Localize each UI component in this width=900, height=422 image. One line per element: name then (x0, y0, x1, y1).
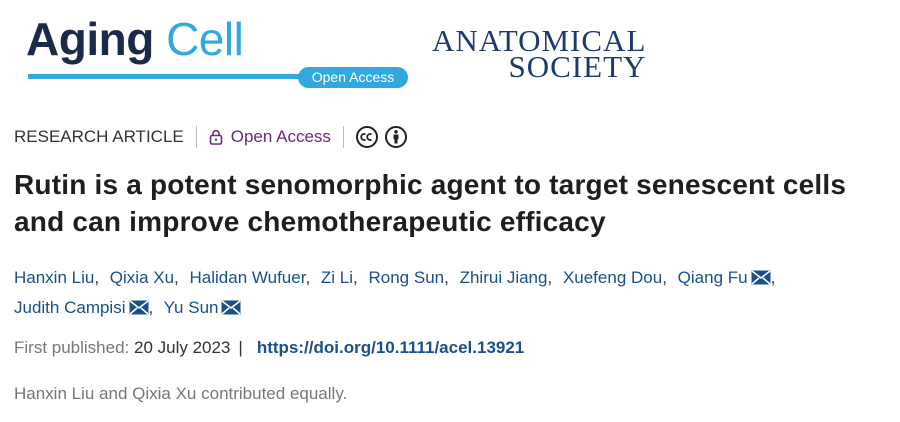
author-name[interactable]: Yu Sun (163, 298, 219, 317)
author-list: Hanxin Liu, Qixia Xu, Halidan Wufuer, Zi… (14, 264, 854, 324)
author-name[interactable]: Qixia Xu (109, 268, 175, 287)
separator: , (94, 268, 100, 287)
author: Judith Campisi, (14, 298, 159, 317)
email-icon[interactable] (221, 300, 242, 319)
author: Rong Sun, (369, 268, 455, 287)
author-name[interactable]: Zi Li (320, 268, 354, 287)
logo-word: Aging (26, 13, 154, 65)
access-label[interactable]: Open Access (230, 127, 331, 146)
separator: , (770, 268, 776, 287)
doi-link[interactable]: https://doi.org/10.1111/acel.13921 (256, 338, 525, 357)
author-name[interactable]: Hanxin Liu (14, 268, 95, 287)
author-name[interactable]: Halidan Wufuer (189, 268, 306, 287)
author: Qixia Xu, (110, 268, 185, 287)
separator: , (353, 268, 358, 287)
license-icons[interactable] (355, 125, 408, 149)
published-label: First published: (14, 338, 130, 357)
author: Xuefeng Dou, (563, 268, 673, 287)
title-line: and can improve chemotherapeutic efficac… (14, 206, 606, 237)
email-icon[interactable] (751, 270, 771, 289)
society-line: SOCIETY (508, 49, 647, 84)
author-name[interactable]: Xuefeng Dou (562, 268, 663, 287)
author: Zhirui Jiang, (460, 268, 559, 287)
society-logo[interactable]: ANATOMICAL SOCIETY (432, 23, 647, 84)
author: Yu Sun (164, 298, 242, 317)
email-icon[interactable] (128, 300, 149, 319)
separator: , (662, 268, 667, 287)
author-name[interactable]: Qiang Fu (677, 268, 748, 287)
contribution-note: Hanxin Liu and Qixia Xu contributed equa… (14, 384, 348, 403)
author-name[interactable]: Zhirui Jiang (459, 268, 548, 287)
author: Zi Li, (321, 268, 364, 287)
author: Qiang Fu, (678, 268, 782, 287)
journal-logo[interactable]: Aging Cell (26, 13, 244, 65)
author-name[interactable]: Judith Campisi (14, 298, 126, 317)
lock-icon (209, 129, 223, 145)
separator: , (547, 268, 553, 287)
separator: , (444, 268, 449, 287)
article-title: Rutin is a potent senomorphic agent to t… (14, 166, 846, 240)
author: Halidan Wufuer, (190, 268, 317, 287)
separator: | (238, 338, 243, 357)
publication-info: First published: 20 July 2023 | https://do… (14, 338, 524, 358)
separator: , (148, 298, 154, 317)
logo-badge: Open Access (298, 67, 408, 88)
author-name[interactable]: Rong Sun (368, 268, 445, 287)
published-date: 20 July 2023 (134, 338, 231, 357)
logo-bar (28, 74, 308, 79)
society-line: ANATOMICAL (432, 23, 647, 58)
separator: , (174, 268, 179, 287)
logo-word: Cell (166, 13, 244, 65)
title-line: Rutin is a potent senomorphic agent to t… (14, 169, 847, 200)
article-type: RESEARCH ARTICLE (14, 127, 184, 146)
separator: , (305, 268, 311, 287)
author: Hanxin Liu, (14, 268, 105, 287)
article-meta: RESEARCH ARTICLE Open Access (14, 124, 408, 150)
